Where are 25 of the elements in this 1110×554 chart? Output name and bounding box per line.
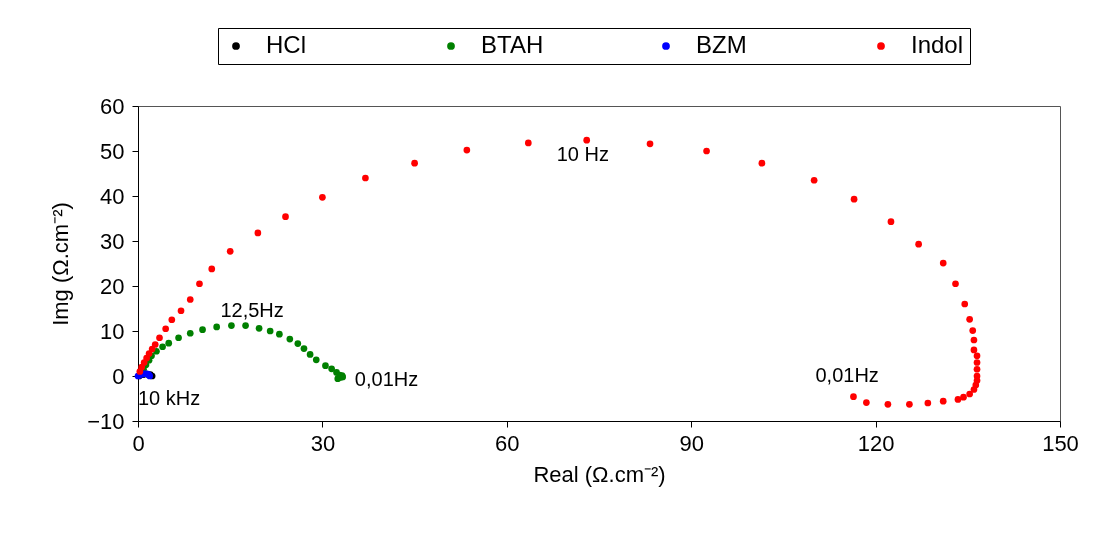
x-tick-label: 60	[495, 430, 520, 456]
legend-label: BZM	[696, 31, 747, 58]
x-tick-label: 0	[132, 430, 145, 456]
y-tick-label: 20	[100, 273, 125, 299]
y-axis-title: Img (Ω.cm⁻²)	[48, 202, 74, 326]
legend-label: BTAH	[481, 31, 544, 58]
x-tick-label: 120	[857, 430, 895, 456]
y-tick-label: 0	[112, 363, 125, 389]
x-axis-title: Real (Ω.cm⁻²)	[533, 461, 666, 487]
y-tick-label: 40	[100, 183, 125, 209]
y-tick-label: 10	[100, 318, 125, 344]
y-tick-label: 30	[100, 228, 125, 254]
annotation: 10 Hz	[556, 143, 609, 166]
annotation: 0,01Hz	[354, 368, 419, 391]
y-tick-label: 60	[100, 93, 125, 119]
y-tick-label: −10	[87, 408, 125, 434]
annotation: 12,5Hz	[220, 298, 284, 321]
y-tick-label: 50	[100, 138, 125, 164]
annotation: 10 kHz	[138, 387, 201, 409]
x-tick-label: 30	[310, 430, 336, 456]
x-tick-label: 150	[1042, 430, 1079, 456]
legend-label: Indol	[911, 31, 964, 58]
x-tick-label: 90	[679, 430, 704, 456]
annotation: 0,01Hz	[815, 363, 879, 386]
legend-label: HCl	[266, 31, 306, 58]
